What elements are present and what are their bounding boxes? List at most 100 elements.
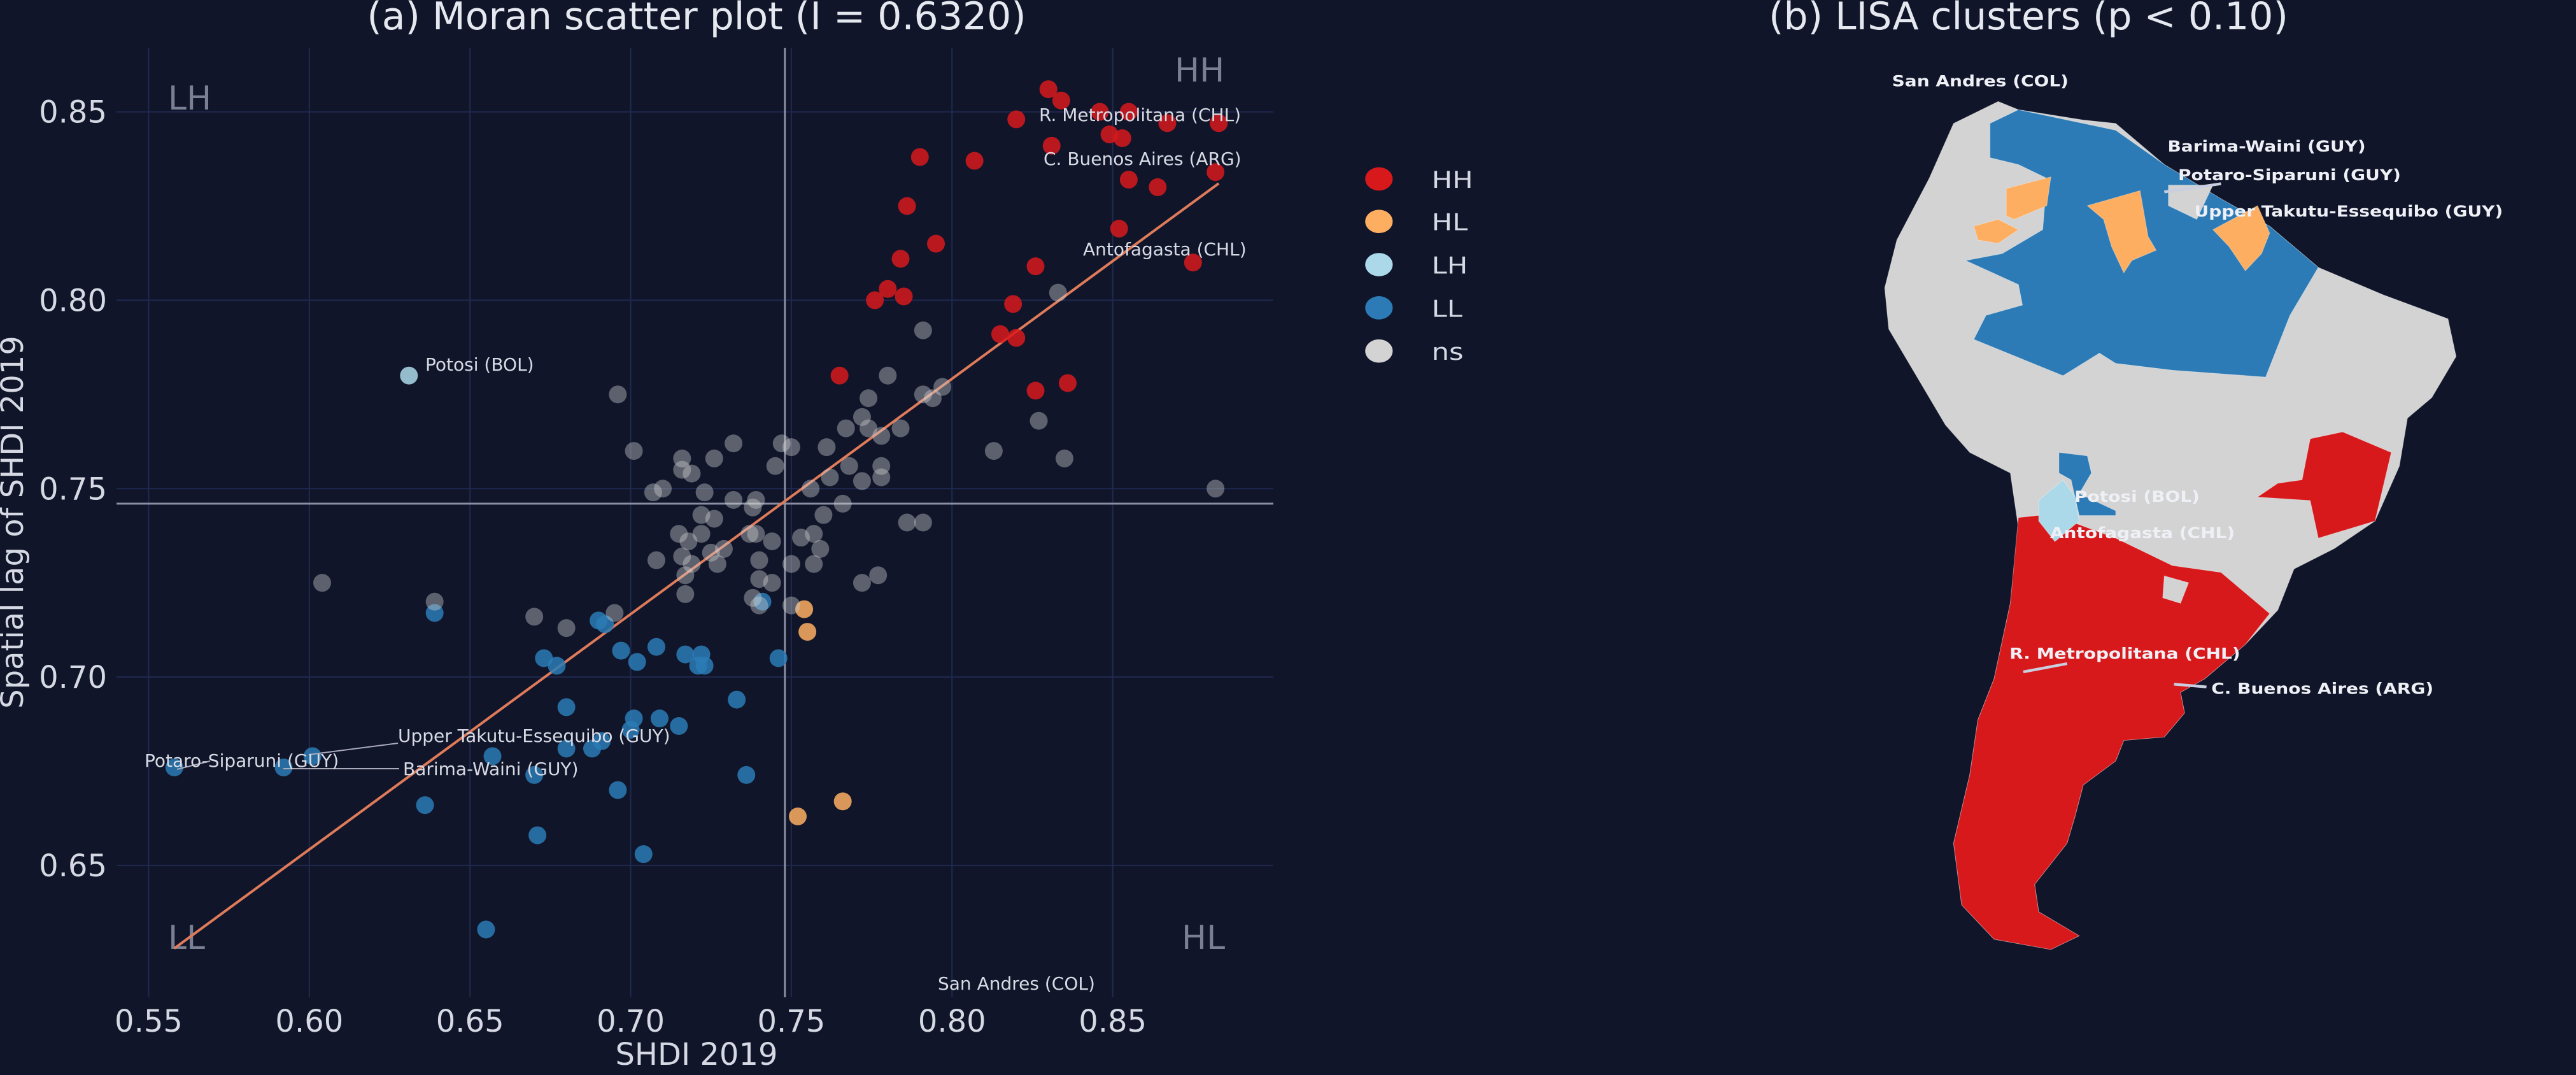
- point-hh: [965, 152, 984, 170]
- point-ns: [747, 491, 765, 509]
- region-hh-minas: [2256, 431, 2392, 539]
- legend-marker-hl: [1365, 210, 1393, 234]
- point-ns: [679, 532, 698, 551]
- point-ns: [557, 619, 576, 637]
- point-ns: [833, 494, 852, 513]
- point-ll: [609, 781, 627, 799]
- region-ll-bolivia: [2058, 452, 2116, 516]
- map-label-c-buenos-aires: C. Buenos Aires (ARG): [2211, 680, 2433, 697]
- point-hh: [1058, 374, 1077, 392]
- x-tick-label: 0.80: [918, 1004, 986, 1039]
- y-tick-label: 0.70: [39, 660, 107, 695]
- point-ll: [769, 649, 788, 667]
- point-ns: [853, 574, 871, 592]
- point-hh: [866, 291, 884, 310]
- point-ns: [814, 506, 833, 524]
- point-ns: [984, 442, 1003, 460]
- point-ns: [654, 480, 672, 498]
- arrow-potaro-siparuni: [2163, 182, 2221, 194]
- point-ns: [692, 506, 711, 524]
- point-hh: [991, 325, 1009, 343]
- point-ns: [1207, 480, 1225, 498]
- point-hl: [833, 792, 852, 811]
- point-hh: [1158, 114, 1177, 132]
- point-ns: [705, 509, 723, 528]
- point-hh: [1210, 114, 1228, 132]
- point-hl: [795, 600, 814, 618]
- annotation-upper-takutu: Upper Takutu-Essequibo (GUY): [398, 725, 670, 746]
- y-tick-label: 0.80: [39, 283, 107, 318]
- point-ll: [593, 732, 611, 750]
- point-hh: [830, 366, 849, 385]
- point-ns: [644, 483, 662, 502]
- annotation-barima-waini: Barima-Waini (GUY): [403, 758, 578, 780]
- scatter-points: [165, 80, 1228, 939]
- x-tick-label: 0.70: [597, 1004, 665, 1039]
- map-title: (b) LISA clusters (p < 0.10): [1769, 0, 2288, 39]
- quadrant-label-lh: LH: [168, 80, 211, 118]
- y-tick-label: 0.85: [39, 95, 107, 131]
- map-legend: HH HL LH LL ns: [1365, 167, 1473, 366]
- point-lh: [400, 366, 418, 385]
- point-hh: [1042, 136, 1061, 155]
- point-ll: [528, 826, 547, 844]
- point-hh: [879, 280, 897, 298]
- y-tick-label: 0.65: [39, 848, 107, 884]
- point-ll: [650, 709, 669, 728]
- point-ll: [557, 739, 576, 758]
- quadrant-label-hh: HH: [1175, 52, 1224, 90]
- point-hh: [1091, 103, 1109, 121]
- point-hl: [789, 808, 807, 825]
- point-ll: [303, 747, 322, 765]
- point-hh: [910, 148, 929, 166]
- point-ns: [923, 389, 942, 408]
- annotation-r-metropolitana: R. Metropolitana (CHL): [1039, 104, 1241, 125]
- point-hh: [1110, 220, 1128, 238]
- point-ll: [695, 657, 714, 675]
- map-labels: San Andres (COL) Barima-Waini (GUY) Pota…: [1892, 73, 2503, 698]
- region-lh-potosi: [2038, 479, 2080, 543]
- region-hl: [2006, 176, 2051, 220]
- point-ns: [425, 592, 444, 611]
- point-ns: [872, 427, 891, 445]
- point-ns: [914, 321, 932, 339]
- point-ll: [557, 698, 576, 716]
- scatter-title: (a) Moran scatter plot (I = 0.6320): [367, 0, 1026, 39]
- point-ns: [740, 525, 759, 543]
- annotation-c-buenos-aires: C. Buenos Aires (ARG): [1044, 148, 1242, 169]
- point-ll: [753, 592, 772, 611]
- point-ns: [853, 472, 871, 490]
- legend-marker-hh: [1365, 167, 1393, 191]
- x-tick-label: 0.65: [436, 1004, 504, 1039]
- point-ns: [869, 566, 888, 585]
- point-hh: [898, 197, 916, 215]
- region-hl: [1973, 219, 2020, 244]
- region-hh-south: [1953, 513, 2270, 950]
- point-ns: [695, 483, 714, 502]
- point-ll: [548, 657, 566, 675]
- point-ns: [782, 555, 800, 573]
- point-ns: [792, 529, 810, 547]
- south-america-map: [1884, 101, 2457, 950]
- legend-label-ns: ns: [1432, 339, 1464, 366]
- annotation-potaro-siparuni: Potaro-Siparuni (GUY): [145, 750, 339, 771]
- x-tick-label: 0.55: [115, 1004, 183, 1039]
- point-ns: [676, 585, 695, 603]
- scatter-annotations: Potosi (BOL) R. Metropolitana (CHL) C. B…: [145, 104, 1247, 994]
- point-ns: [673, 460, 691, 479]
- legend-label-lh: LH: [1432, 253, 1468, 280]
- point-ns: [725, 491, 743, 509]
- point-ns: [1030, 411, 1048, 430]
- point-ns: [725, 434, 743, 453]
- point-ns: [914, 385, 932, 404]
- legend-marker-lh: [1365, 253, 1393, 276]
- arrow-r-metropolitana: [2023, 662, 2068, 674]
- map-arrows: [2023, 182, 2221, 688]
- point-ns: [766, 457, 784, 475]
- point-ll: [612, 641, 630, 660]
- point-ns: [647, 551, 665, 569]
- point-ll: [165, 758, 183, 777]
- point-hh: [1149, 178, 1167, 196]
- region-ns-guyana: [2168, 185, 2214, 220]
